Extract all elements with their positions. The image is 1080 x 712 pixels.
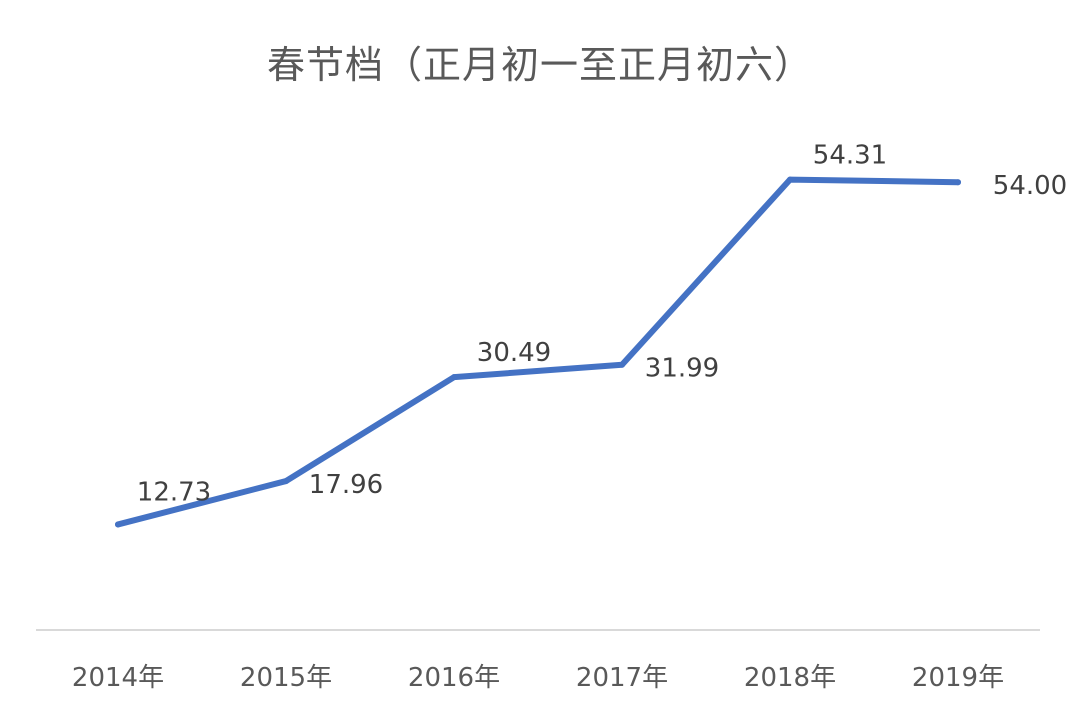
data-label: 31.99 — [645, 354, 719, 384]
data-label: 30.49 — [477, 338, 551, 368]
x-tick-label: 2016年 — [408, 663, 500, 693]
x-tick-label: 2014年 — [72, 663, 164, 693]
data-label: 12.73 — [137, 477, 211, 507]
data-label-layer: 12.73 17.96 30.49 31.99 54.31 54.00 — [137, 141, 1067, 508]
x-tick-label: 2018年 — [744, 663, 836, 693]
data-label: 54.00 — [993, 171, 1067, 201]
data-point — [787, 176, 793, 183]
data-point — [283, 478, 289, 485]
x-tick-label: 2017年 — [576, 663, 668, 693]
data-label: 54.31 — [813, 141, 887, 171]
series-line — [115, 176, 961, 528]
data-point — [451, 374, 457, 381]
data-point — [115, 521, 121, 528]
data-point — [955, 179, 961, 186]
x-tick-label: 2019年 — [912, 663, 1004, 693]
x-tick-label: 2015年 — [240, 663, 332, 693]
x-tick-layer: 2014年 2015年 2016年 2017年 2018年 2019年 — [72, 663, 1004, 693]
data-label: 17.96 — [309, 470, 383, 500]
data-point — [619, 361, 625, 368]
chart-title: 春节档（正月初一至正月初六） — [266, 43, 813, 87]
series-layer — [115, 176, 961, 528]
